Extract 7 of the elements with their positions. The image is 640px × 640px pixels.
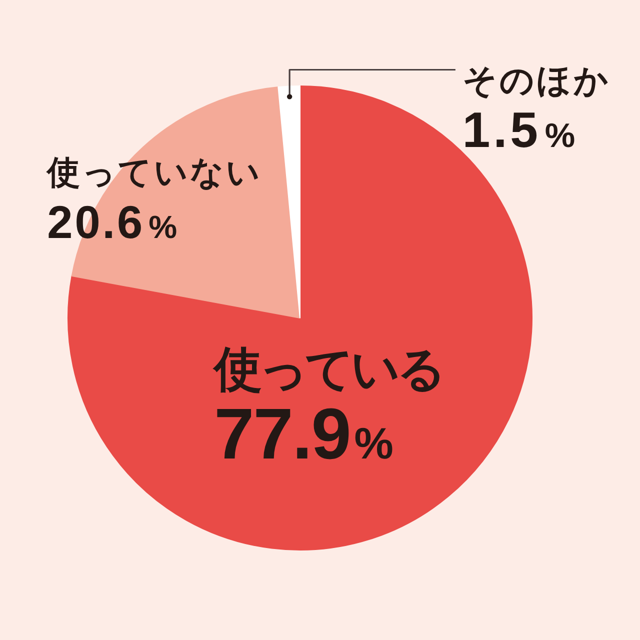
data-label: 77.9% bbox=[214, 394, 392, 474]
slice-label: 使っていない bbox=[46, 153, 262, 190]
slice-label: そのほか bbox=[462, 62, 610, 100]
data-label: 1.5% bbox=[462, 102, 578, 158]
data-label: 20.6% bbox=[47, 196, 180, 248]
slice-label: 使っている bbox=[212, 343, 444, 396]
pie-slice bbox=[278, 86, 300, 318]
